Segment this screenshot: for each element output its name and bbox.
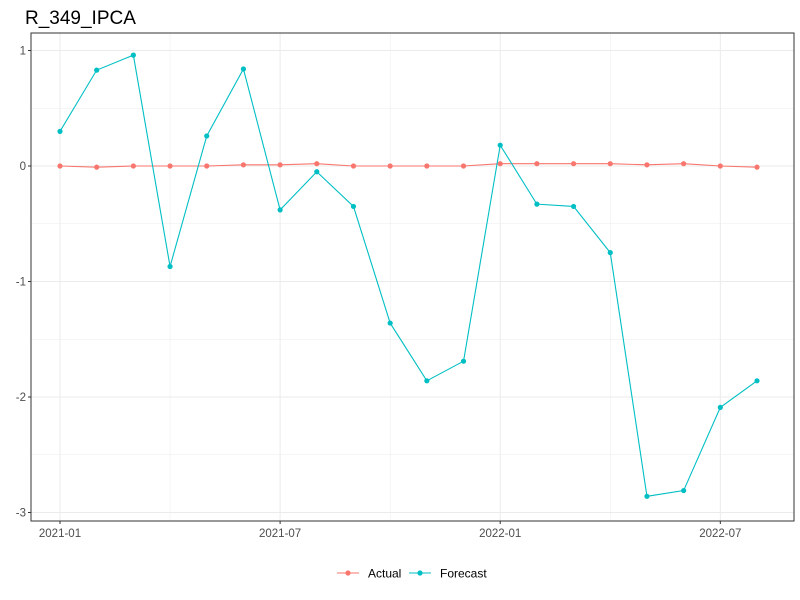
data-point-forecast: [424, 378, 430, 384]
data-point-forecast: [387, 320, 393, 326]
y-tick-label: -3: [16, 508, 26, 520]
data-point-forecast: [167, 263, 173, 270]
data-point-actual: [534, 161, 540, 167]
legend: Actual Forecast: [337, 567, 487, 581]
data-point-actual: [204, 163, 210, 169]
data-point-actual: [681, 161, 687, 167]
data-point-forecast: [607, 250, 613, 256]
y-tick-label: -2: [16, 392, 26, 404]
data-point-actual: [314, 161, 320, 167]
data-point-actual: [350, 163, 357, 169]
data-point-forecast: [460, 358, 467, 364]
data-point-actual: [387, 163, 393, 169]
legend-label-forecast: Forecast: [440, 567, 487, 581]
data-point-actual: [94, 164, 100, 170]
data-point-actual: [240, 162, 247, 168]
data-point-forecast: [570, 203, 577, 210]
series-line-actual: [59, 163, 758, 168]
chart-title: R_349_IPCA: [25, 8, 136, 29]
data-point-actual: [57, 163, 63, 169]
data-point-forecast: [644, 493, 650, 499]
data-point-forecast: [130, 52, 136, 58]
data-point-actual: [424, 163, 430, 169]
data-point-forecast: [534, 201, 540, 207]
data-point-actual: [167, 163, 173, 169]
x-tick-label: 2021-01: [39, 528, 81, 540]
data-point-actual: [130, 163, 136, 169]
data-point-forecast: [717, 404, 723, 410]
x-tick-label: 2021-07: [259, 528, 301, 540]
data-point-forecast: [204, 133, 210, 139]
data-point-forecast: [681, 487, 687, 494]
data-point-forecast: [497, 142, 503, 148]
plot-panel: [31, 33, 794, 521]
data-point-actual: [277, 162, 283, 168]
series-layer: [57, 52, 760, 499]
data-point-forecast: [240, 66, 247, 72]
legend-key-point-actual: [345, 570, 351, 576]
data-point-forecast: [314, 169, 320, 175]
data-point-actual: [717, 163, 723, 169]
data-point-actual: [497, 161, 503, 167]
series-line-forecast: [59, 54, 758, 497]
y-tick-label: 1: [20, 46, 26, 58]
plot-border: [30, 32, 795, 522]
x-tick-label: 2022-01: [479, 528, 521, 540]
legend-key-point-forecast: [417, 570, 423, 576]
data-point-actual: [460, 163, 467, 169]
x-tick-label: 2022-07: [699, 528, 741, 540]
data-point-actual: [607, 161, 613, 167]
data-point-forecast: [277, 207, 283, 213]
data-point-forecast: [754, 378, 760, 384]
data-point-forecast: [57, 128, 63, 134]
data-point-actual: [570, 161, 577, 167]
y-tick-label: -1: [16, 277, 26, 289]
legend-label-actual: Actual: [368, 567, 401, 581]
data-point-forecast: [94, 67, 100, 73]
data-point-actual: [644, 162, 650, 168]
y-tick-label: 0: [20, 161, 26, 173]
data-point-actual: [754, 164, 760, 170]
data-point-forecast: [350, 203, 357, 210]
axes: 1 0 -1 -2 -3 2021-01 2021-07 2022-01 2022-07: [16, 46, 742, 541]
